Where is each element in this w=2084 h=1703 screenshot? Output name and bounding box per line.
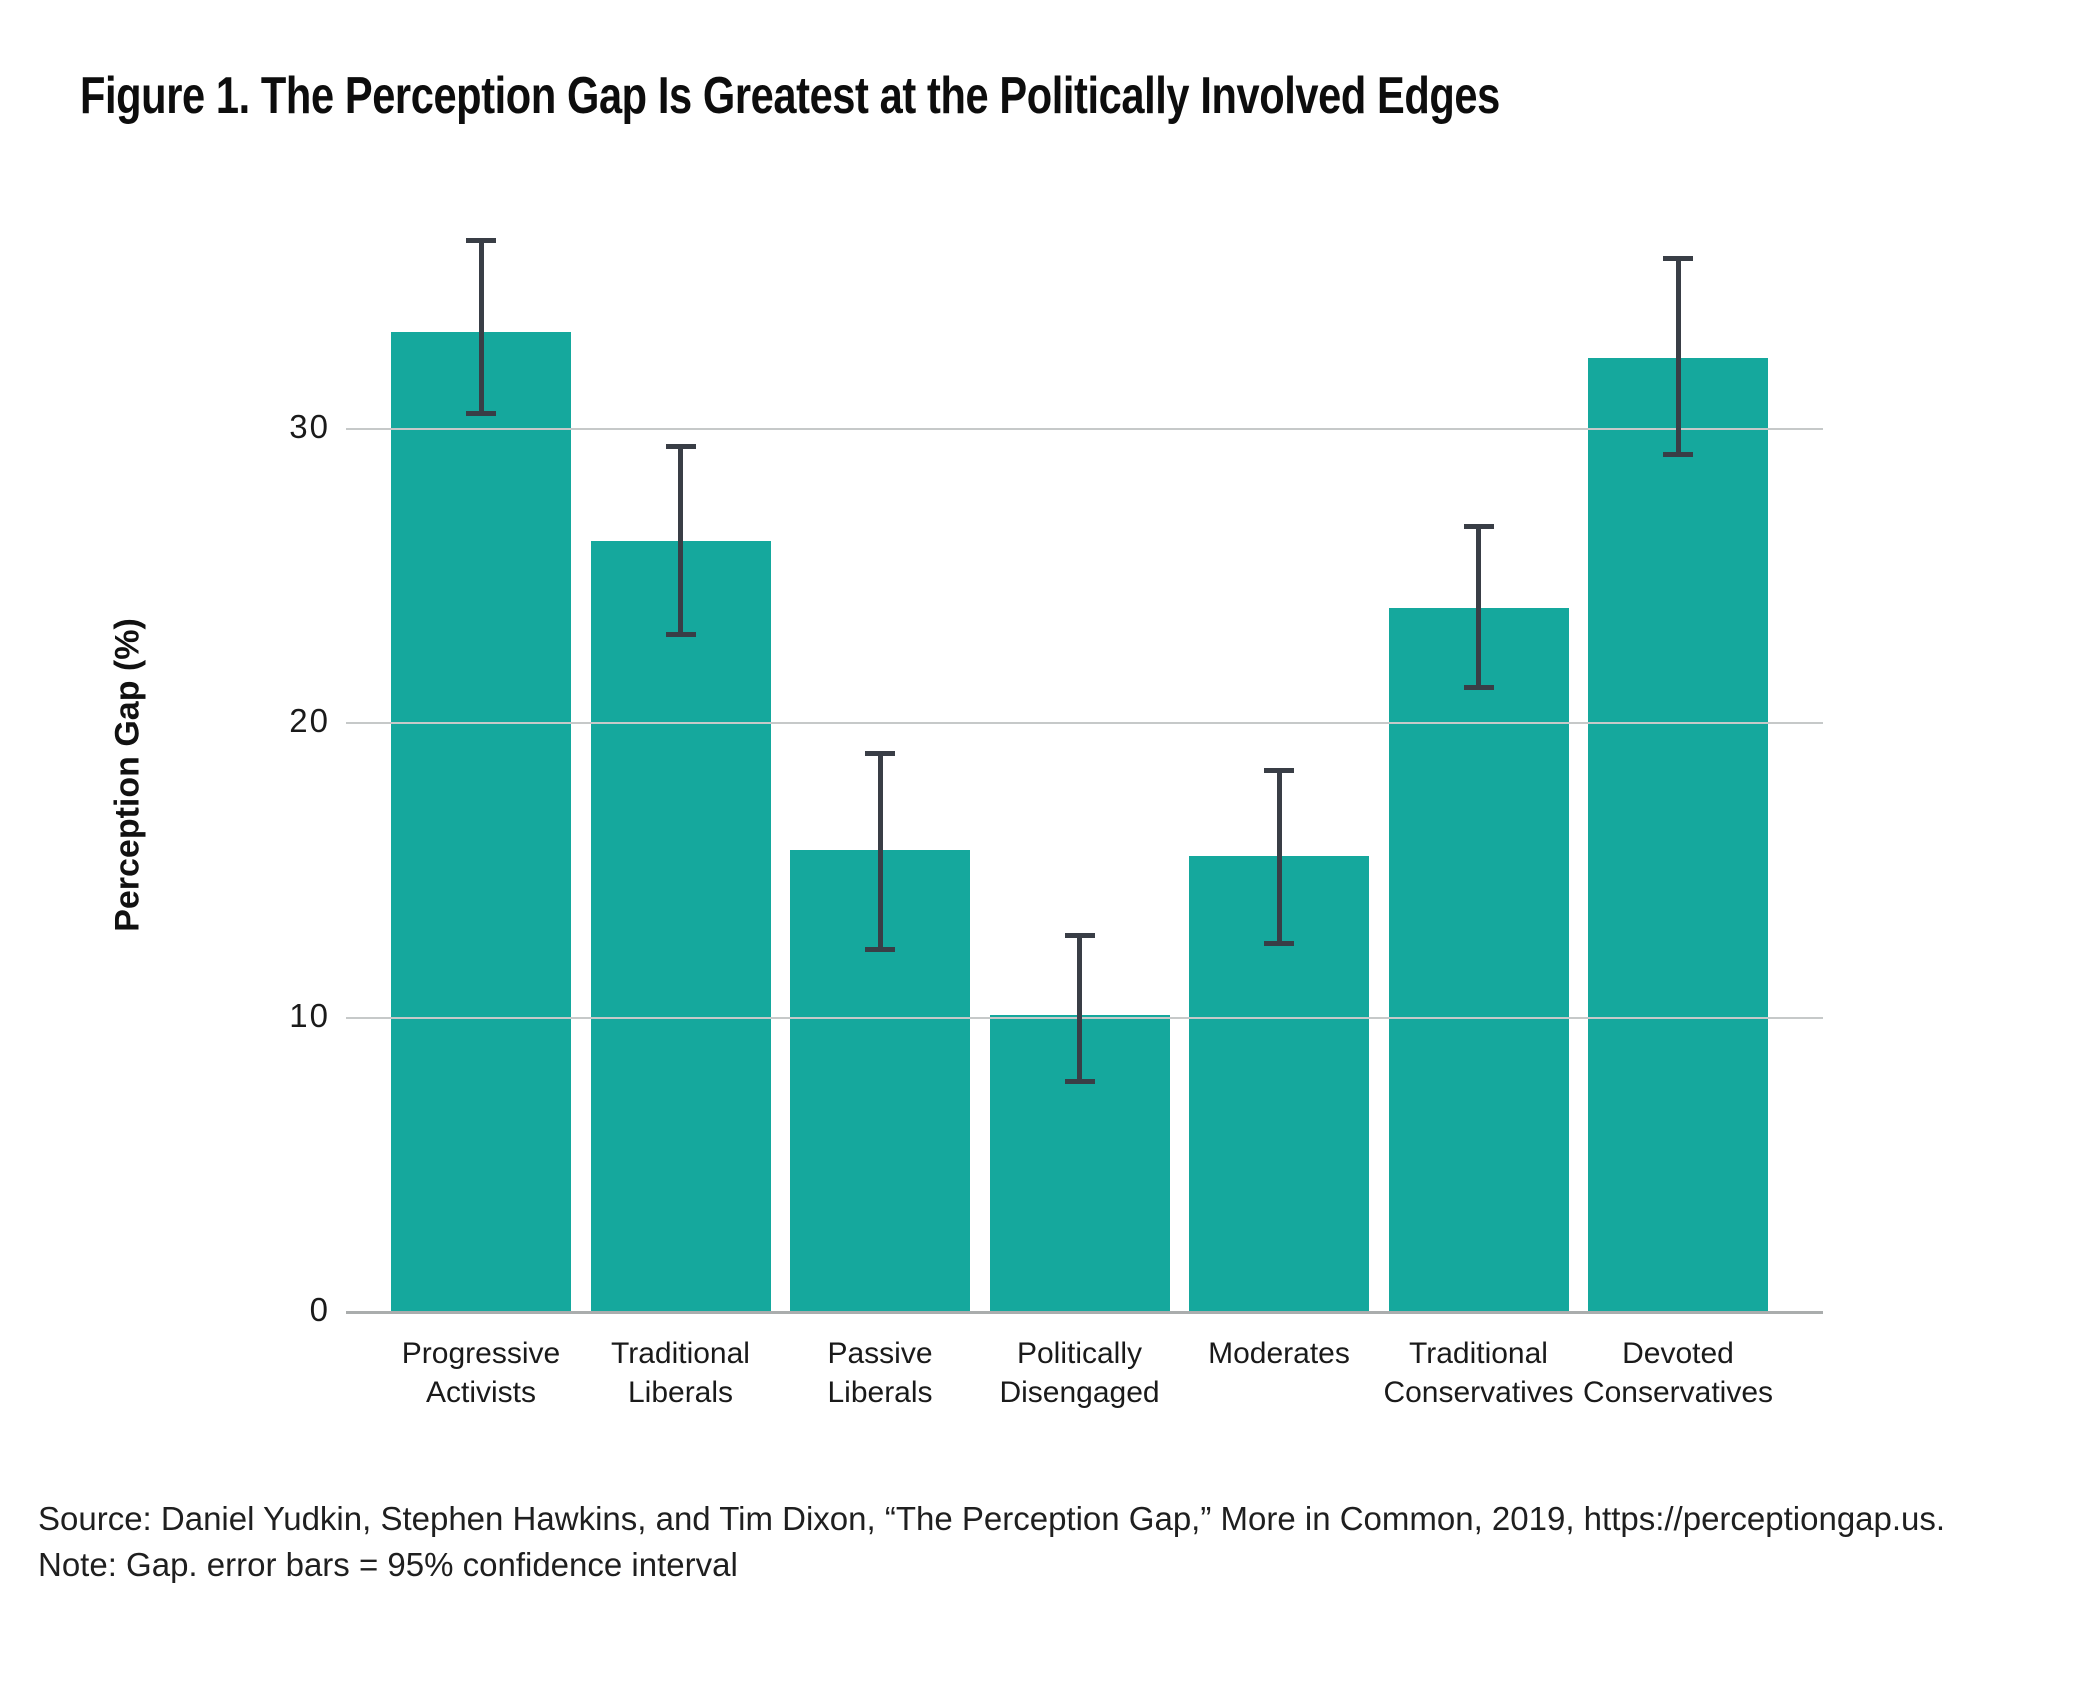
- y-tick-label: 30: [289, 407, 330, 445]
- error-bar-cap-top: [1064, 933, 1095, 939]
- error-bar-line: [1077, 935, 1082, 1083]
- figure-title: Figure 1. The Perception Gap Is Greatest…: [80, 67, 1500, 125]
- bar: [1388, 608, 1569, 1312]
- x-category-label-line: Activists: [425, 1376, 536, 1409]
- x-category-label-line: Traditional: [1409, 1337, 1548, 1370]
- gridline: [346, 427, 1823, 430]
- error-bar-cap-top: [1463, 523, 1494, 529]
- error-bar-cap-top: [1663, 256, 1693, 262]
- error-bar-cap-bottom: [1264, 941, 1294, 946]
- x-category-label: Traditional Conservatives: [1329, 1334, 1629, 1412]
- x-category-label-line: Liberals: [627, 1376, 734, 1409]
- error-bar-cap-bottom: [466, 411, 496, 417]
- x-category-label: Politically Disengaged: [930, 1334, 1230, 1412]
- bar: [590, 540, 771, 1312]
- x-category-label: Passive Liberals: [730, 1334, 1030, 1412]
- error-bar-cap-bottom: [865, 946, 895, 952]
- x-category-label-line: Traditional: [611, 1337, 750, 1370]
- error-bar-cap-bottom: [665, 631, 696, 637]
- x-category-label-line: Moderates: [1208, 1337, 1350, 1370]
- x-category-label-line: Passive: [827, 1337, 933, 1370]
- gridline: [346, 722, 1823, 725]
- error-bar-line: [1276, 770, 1282, 944]
- caption: Source: Daniel Yudkin, Stephen Hawkins, …: [38, 1496, 1945, 1588]
- x-category-label-line: Conservatives: [1383, 1376, 1574, 1409]
- error-bar-cap-bottom: [1064, 1079, 1095, 1085]
- error-bar-cap-top: [665, 444, 696, 450]
- error-bar-line: [1476, 525, 1481, 688]
- x-category-label: Devoted Conservatives: [1528, 1334, 1828, 1412]
- error-bar-line: [478, 240, 484, 415]
- source-line: Source: Daniel Yudkin, Stephen Hawkins, …: [38, 1500, 1946, 1537]
- x-category-label-line: Liberals: [827, 1376, 933, 1409]
- note-line: Note: Gap. error bars = 95% confidence i…: [38, 1546, 738, 1583]
- x-category-label-line: Disengaged: [999, 1376, 1160, 1409]
- x-category-label: Traditional Liberals: [531, 1334, 831, 1412]
- x-category-label-line: Conservatives: [1582, 1376, 1774, 1409]
- error-bar-cap-bottom: [1663, 452, 1693, 458]
- bar: [1588, 358, 1768, 1312]
- error-bar-cap-top: [466, 238, 496, 244]
- error-bar-line: [877, 752, 883, 950]
- error-bar-cap-top: [865, 750, 895, 756]
- error-bar-line: [1675, 258, 1681, 456]
- error-bar-line: [678, 446, 683, 635]
- x-axis-line: [346, 1311, 1823, 1314]
- x-category-label-line: Progressive: [401, 1337, 561, 1370]
- y-tick-label: 10: [289, 996, 330, 1034]
- y-tick-label: 20: [289, 702, 330, 740]
- error-bar-cap-bottom: [1463, 684, 1494, 690]
- bar: [391, 331, 571, 1312]
- x-category-label: Progressive Activists: [331, 1334, 631, 1412]
- gridline: [346, 1016, 1823, 1019]
- x-category-label: Moderates: [1129, 1334, 1429, 1373]
- x-category-label-line: Politically: [1016, 1337, 1143, 1370]
- y-tick-label: 0: [309, 1291, 330, 1328]
- error-bar-cap-top: [1264, 768, 1294, 774]
- x-category-label-line: Devoted: [1622, 1337, 1734, 1370]
